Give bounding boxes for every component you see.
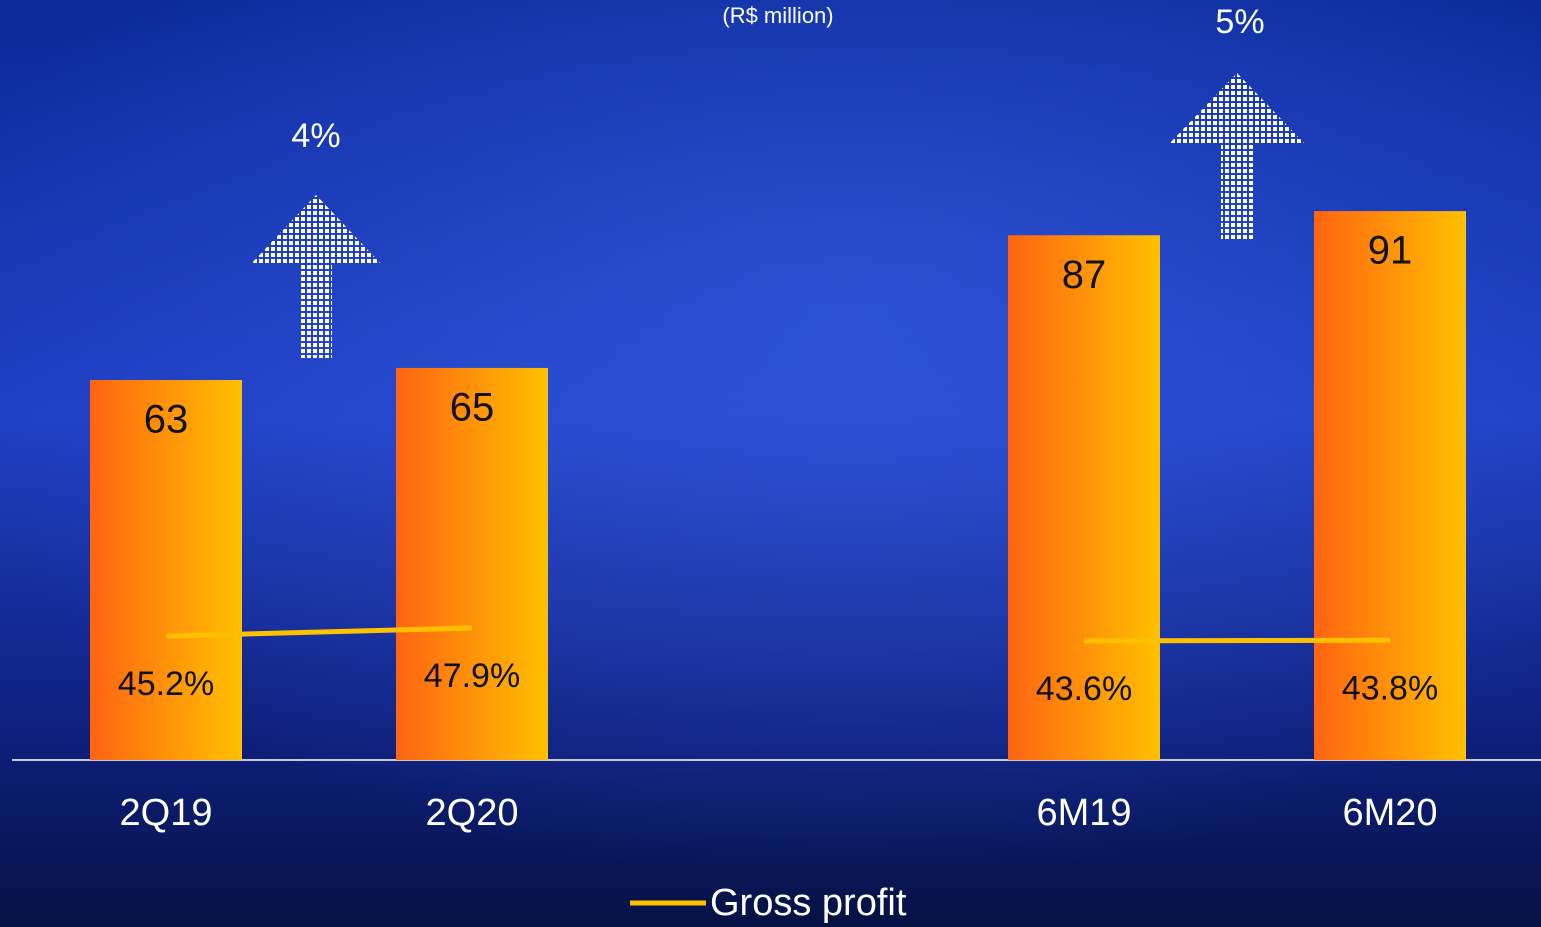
page: Chart {"chart_data": { "type": "bar", "s… — [0, 0, 1541, 927]
bar-value-label: 65 — [450, 385, 495, 429]
line-value-label: 47.9% — [424, 657, 520, 695]
x-tick-label: 2Q19 — [120, 792, 213, 834]
chart: (R$ million) 4% 5% 2Q19 2Q20 6M19 6M20 63 65 8… — [0, 0, 1541, 927]
x-tick-label: 2Q20 — [426, 792, 519, 834]
line-value-label: 43.8% — [1342, 669, 1438, 707]
x-tick-label: 6M20 — [1342, 792, 1437, 834]
bar-value-label: 87 — [1062, 253, 1107, 297]
page-body: (R$ million) 4% 5% 2Q19 2Q20 6M19 6M20 63 65 8… — [0, 0, 1541, 927]
margin-line — [1084, 640, 1390, 641]
growth-annotation: 5% — [1215, 3, 1264, 41]
x-tick-label: 6M19 — [1036, 792, 1131, 834]
line-value-label: 45.2% — [118, 665, 214, 703]
bar-value-label: 63 — [144, 398, 189, 442]
growth-annotation: 4% — [291, 117, 340, 155]
bar-value-label: 91 — [1368, 229, 1413, 273]
line-value-label: 43.6% — [1036, 670, 1132, 708]
chart-subtitle: (R$ million) — [722, 3, 833, 28]
legend-label: Gross profit — [710, 882, 907, 924]
